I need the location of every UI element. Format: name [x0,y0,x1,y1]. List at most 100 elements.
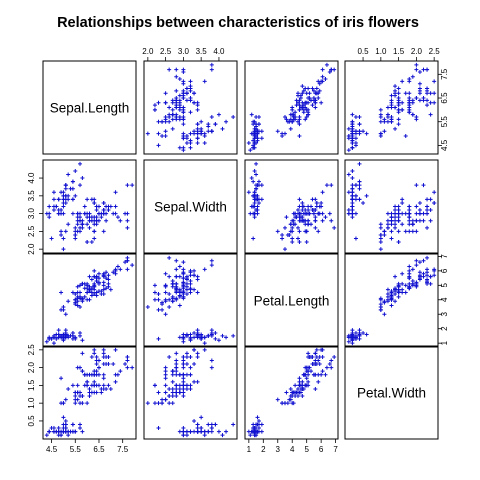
data-point [293,211,298,216]
data-point [357,129,362,134]
data-point [297,122,302,127]
data-point [252,131,257,136]
data-point [94,293,99,298]
data-point [59,433,64,438]
data-point [163,297,168,302]
data-point [85,401,90,406]
data-point [181,79,186,84]
data-point [177,93,182,98]
data-point [188,88,193,93]
data-point [301,218,306,223]
data-point [407,91,412,96]
data-point [364,131,369,136]
data-point [285,232,290,237]
data-point [188,98,193,103]
data-point [82,211,87,216]
data-point [195,354,200,359]
data-point [163,91,168,96]
data-point [310,197,315,202]
data-point [89,354,94,359]
data-point [202,341,207,346]
data-point [396,281,401,286]
data-point [63,197,68,202]
data-point [78,161,83,166]
data-point [320,218,325,223]
data-point [306,110,311,115]
data-point [188,141,193,146]
data-point [167,112,172,117]
data-point [350,197,355,202]
data-point [307,365,312,370]
data-point [66,299,71,304]
x-tick-label-petal-length: 4 [290,445,295,454]
data-point [307,91,312,96]
data-point [324,62,329,67]
data-point [410,222,415,227]
data-point [184,433,189,438]
data-point [94,354,99,359]
x-tick-label-petal-width: 1.5 [393,47,405,56]
data-point [202,347,207,352]
data-point [251,236,256,241]
data-point [255,193,260,198]
data-point [152,103,157,108]
data-point [174,394,179,399]
data-point [389,114,394,119]
data-point [174,117,179,122]
data-point [317,354,322,359]
data-point [184,354,189,359]
data-point [167,274,172,279]
data-point [177,107,182,112]
x-tick-label-sepal-width: 2.5 [160,47,172,56]
data-point [181,276,186,281]
data-point [202,141,207,146]
data-point [428,208,433,213]
panel-sepal-width-vs-petal-length [244,159,339,254]
data-point [167,386,172,391]
data-point [290,240,295,245]
data-point [252,211,257,216]
data-point [87,274,92,279]
panel-sepal-length-vs-sepal-length: Sepal.Length [42,60,137,155]
data-point [313,208,318,213]
data-point [421,274,426,279]
data-point [296,236,301,241]
data-point [113,204,118,209]
data-point [160,401,165,406]
data-point [213,122,218,127]
data-point [192,362,197,367]
data-point [73,394,78,399]
data-point [316,79,321,84]
data-point [319,372,324,377]
data-point [125,183,130,188]
data-point [73,168,78,173]
data-point [296,100,301,105]
data-point [195,351,200,356]
y-tick-label-sepal-width: 2.5 [27,225,36,237]
data-point [385,114,390,119]
data-point [396,229,401,234]
data-point [163,100,168,105]
data-point [163,365,168,370]
data-point [80,176,85,181]
data-point [163,312,168,317]
data-point [303,105,308,110]
data-point [184,86,189,91]
data-point [297,229,302,234]
data-point [407,218,412,223]
data-point [407,281,412,286]
data-point [313,386,318,391]
data-point [145,131,150,136]
data-point [298,105,303,110]
data-point [80,225,85,230]
data-point [400,100,405,105]
data-point [174,365,179,370]
data-point [209,114,214,119]
data-point [51,204,56,209]
data-point [73,193,78,198]
data-point [92,383,97,388]
data-point [177,429,182,434]
data-point [407,222,412,227]
data-point [188,429,193,434]
